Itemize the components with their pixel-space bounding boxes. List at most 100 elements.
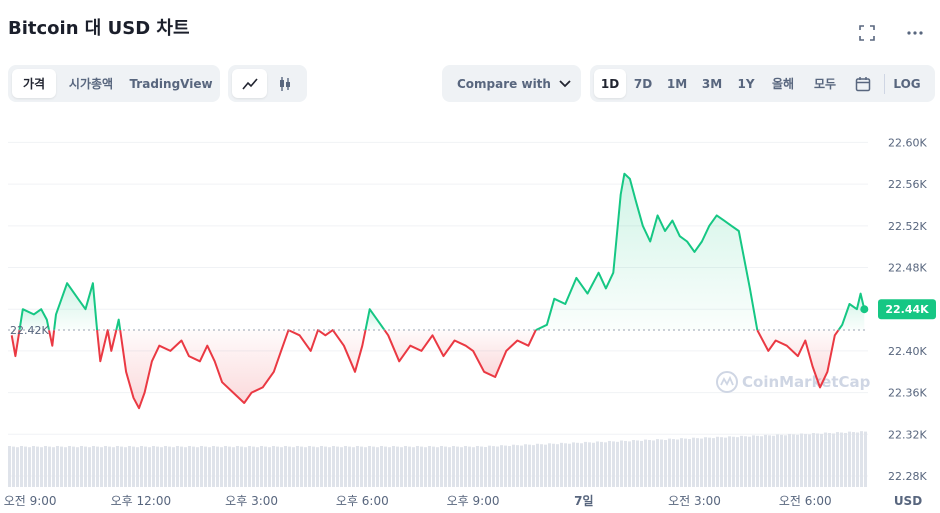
tab-market-cap[interactable]: 시가총액 <box>68 77 114 91</box>
volume-bar <box>508 446 511 487</box>
volume-bar <box>684 438 687 487</box>
range-1m[interactable]: 1M <box>666 76 688 91</box>
range-3m[interactable]: 3M <box>701 76 723 91</box>
volume-bar <box>744 436 747 487</box>
range-all[interactable]: 모두 <box>813 77 837 91</box>
volume-bar <box>148 447 151 487</box>
tab-price[interactable]: 가격 <box>12 69 56 98</box>
line-chart-icon <box>241 77 258 90</box>
volume-bar <box>316 447 319 487</box>
range-7d[interactable]: 7D <box>633 76 653 91</box>
volume-bar <box>208 447 211 487</box>
volume-bar <box>456 446 459 487</box>
volume-bar <box>572 442 575 487</box>
x-tick-label: 7일 <box>574 494 593 508</box>
volume-bar <box>748 436 751 487</box>
volume-bar <box>588 442 591 487</box>
volume-bar <box>832 433 835 487</box>
volume-bar <box>568 443 571 487</box>
volume-bar <box>532 445 535 487</box>
volume-bar <box>40 447 43 487</box>
volume-bar <box>704 437 707 487</box>
volume-bar <box>344 446 347 487</box>
volume-bar <box>644 439 647 487</box>
volume-bar <box>196 447 199 487</box>
volume-bar <box>788 433 791 487</box>
volume-bar <box>280 447 283 487</box>
price-area-up <box>54 283 98 331</box>
volume-bar <box>272 446 275 487</box>
volume-bar <box>780 434 783 487</box>
range-1d[interactable]: 1D <box>594 69 626 98</box>
y-tick-label: 22.52K <box>888 220 927 233</box>
volume-bar <box>72 446 75 487</box>
volume-bar <box>420 446 423 487</box>
volume-bar <box>660 439 663 487</box>
compare-with-dropdown[interactable]: Compare with <box>442 65 581 102</box>
volume-bar <box>120 446 123 487</box>
y-tick-label: 22.36K <box>888 387 927 400</box>
coinmarketcap-logo-icon <box>716 371 738 393</box>
volume-bar <box>444 446 447 487</box>
watermark-label: CoinMarketCap <box>742 373 871 391</box>
coinmarketcap-logo-mark <box>720 375 734 386</box>
price-line-up <box>18 308 50 331</box>
volume-bar <box>540 444 543 487</box>
volume-bar <box>336 446 339 487</box>
volume-bar <box>304 447 307 487</box>
volume-bar <box>260 446 263 487</box>
volume-bar <box>828 433 831 487</box>
volume-bar <box>264 446 267 487</box>
range-1y[interactable]: 1Y <box>737 76 755 91</box>
volume-bar <box>452 446 455 487</box>
volume-bar <box>104 446 107 487</box>
volume-bar <box>488 445 491 487</box>
volume-bar <box>292 447 295 487</box>
volume-bar <box>700 438 703 487</box>
price-area-up <box>535 173 758 331</box>
volume-bar <box>768 435 771 487</box>
volume-bar <box>172 447 175 487</box>
range-ytd[interactable]: 올해 <box>771 77 795 91</box>
volume-bar <box>860 431 863 487</box>
volume-bar <box>312 446 315 487</box>
price-line-down <box>119 329 367 410</box>
x-tick-label: 오후 6:00 <box>336 494 389 508</box>
volume-bar <box>736 437 739 487</box>
calendar-button[interactable] <box>846 69 880 98</box>
tab-tradingview[interactable]: TradingView <box>129 76 213 91</box>
line-chart-button[interactable] <box>232 69 267 98</box>
fullscreen-icon[interactable] <box>858 24 876 42</box>
volume-bar <box>536 443 539 487</box>
volume-bar <box>608 440 611 487</box>
volume-bar <box>364 447 367 487</box>
volume-bar <box>156 446 159 487</box>
price-area-up <box>838 293 865 331</box>
volume-bar <box>468 446 471 487</box>
log-scale-button[interactable]: LOG <box>893 76 921 91</box>
volume-bar <box>844 432 847 487</box>
price-line-down <box>756 329 840 389</box>
volume-bar <box>228 446 231 487</box>
volume-bar <box>372 446 375 487</box>
price-line-up <box>115 318 122 331</box>
volume-bar <box>300 446 303 487</box>
price-line-down <box>383 329 537 378</box>
volume-bar <box>144 446 147 487</box>
volume-bar <box>252 446 255 487</box>
volume-bar <box>676 439 679 487</box>
candlestick-button[interactable] <box>267 69 302 98</box>
volume-bar <box>44 446 47 487</box>
divider <box>884 73 885 94</box>
volume-bar <box>192 446 195 487</box>
volume-bar <box>672 439 675 487</box>
volume-bar <box>340 447 343 487</box>
volume-bar <box>268 447 271 487</box>
y-tick-label: 22.40K <box>888 345 927 358</box>
volume-bar <box>432 446 435 487</box>
more-icon[interactable] <box>906 24 924 42</box>
chevron-down-icon <box>559 79 571 87</box>
volume-bar <box>140 446 143 487</box>
volume-bar <box>792 434 795 487</box>
volume-bar <box>556 444 559 487</box>
